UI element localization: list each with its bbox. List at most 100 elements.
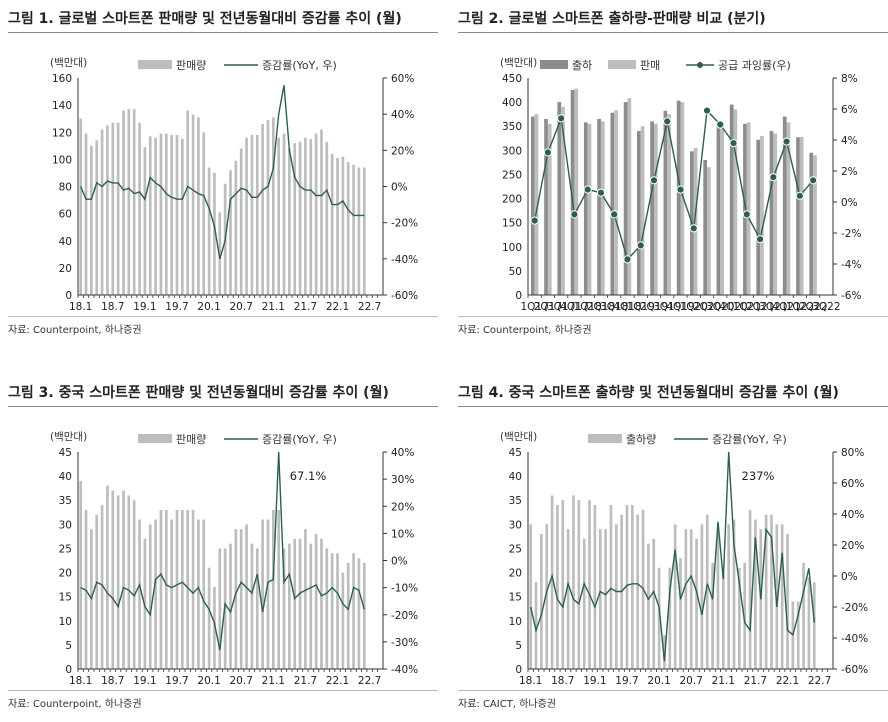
bar (314, 533, 318, 669)
line-point (570, 210, 579, 219)
bar (271, 117, 275, 295)
line-point (689, 224, 698, 233)
bar (572, 495, 575, 669)
bar (609, 505, 613, 669)
x-tick-label: 2Q22 (799, 301, 827, 313)
bar (202, 519, 206, 669)
x-tick-label: 2Q19 (640, 301, 668, 313)
peak-annotation: 237% (742, 469, 775, 483)
x-tick-label: 19.1 (583, 675, 606, 687)
bar (540, 533, 543, 669)
bar (239, 529, 243, 669)
bar (116, 495, 120, 669)
bar (769, 131, 774, 295)
bar (159, 509, 163, 669)
chart-1-svg: (백만대) 0 20 40 60 80 100 120 140 160 -60% -40% -20% 0%… (50, 57, 418, 313)
bar (271, 509, 275, 669)
bar (218, 548, 222, 669)
bar (529, 524, 533, 669)
x-tick-label: 4Q21 (772, 301, 800, 313)
x-tick-label: 21.1 (262, 301, 285, 313)
legend-label: 판매량 (176, 433, 206, 446)
bar (293, 538, 297, 669)
line-point (716, 120, 725, 129)
bar (357, 558, 361, 669)
x-tick-label: 3Q21 (759, 301, 787, 313)
y-tick-label-right: 0% (391, 182, 408, 194)
bar (545, 524, 549, 669)
x-tick-label: 2Q20 (693, 301, 721, 313)
x-tick-label: 19.7 (165, 301, 188, 313)
bar (782, 116, 787, 295)
line-point (663, 117, 672, 126)
bar (164, 133, 168, 295)
y-tick-label-left: 0 (515, 290, 522, 302)
bar (362, 167, 366, 295)
y-tick-label-right: -30% (391, 637, 418, 649)
chart-source: 자료: CAICT, 하나증권 (458, 699, 556, 710)
bar (106, 125, 109, 295)
bar (566, 529, 570, 669)
y-tick-label-right: -60% (841, 664, 868, 676)
line-series (80, 451, 365, 651)
legend-label: 판매량 (176, 59, 206, 72)
y-tick-label-left: 35 (59, 495, 72, 507)
y-tick-label-left: 5 (515, 640, 522, 652)
bar (341, 156, 345, 295)
bar (796, 601, 800, 669)
bar (587, 123, 592, 295)
bar (813, 155, 817, 295)
bar (588, 500, 591, 669)
bar (684, 529, 688, 669)
bar (293, 143, 297, 295)
bar (807, 577, 811, 669)
x-tick-label: 2Q18 (587, 301, 615, 313)
bar (352, 553, 355, 669)
line-point (636, 241, 645, 250)
y-tick-label-left: 20 (509, 568, 522, 580)
bar (604, 529, 607, 669)
bar (809, 152, 814, 295)
bar (84, 133, 88, 295)
line-point (676, 185, 685, 194)
bar (191, 114, 195, 296)
bar (582, 538, 586, 669)
bar (574, 88, 579, 295)
x-tick-label: 18.7 (551, 675, 574, 687)
bar (733, 109, 738, 295)
bar (154, 519, 157, 669)
bar (95, 140, 99, 295)
bar (732, 519, 736, 669)
line-point (769, 173, 778, 182)
bar (636, 514, 640, 669)
source-rule (458, 690, 888, 691)
bar (705, 514, 709, 669)
bar (748, 509, 752, 669)
bar (207, 167, 211, 295)
x-tick-label: 2Q21 (746, 301, 774, 313)
y-tick-label-right: 60% (391, 73, 414, 85)
x-tick-label: 18.1 (69, 301, 92, 313)
bar (716, 122, 721, 295)
bar (680, 102, 685, 295)
bar (610, 112, 615, 295)
bar (138, 519, 141, 669)
y-tick-label-left: 100 (52, 154, 72, 166)
bar (786, 122, 791, 295)
bar (577, 500, 581, 669)
line-point (649, 176, 659, 185)
x-tick-label: 1Q19 (627, 301, 655, 313)
source-rule (8, 690, 438, 691)
y-tick-label-right: 8% (841, 73, 858, 85)
x-tick-label: 18.1 (519, 675, 542, 687)
bar (127, 495, 131, 669)
bar (282, 133, 286, 295)
bar (556, 505, 559, 669)
line-point (530, 216, 539, 225)
bar (186, 110, 190, 295)
bar (213, 172, 216, 295)
peak-annotation: 67.1% (290, 469, 327, 483)
bar (614, 110, 618, 295)
bar (812, 582, 816, 669)
unit-label: (백만대) (500, 57, 537, 69)
